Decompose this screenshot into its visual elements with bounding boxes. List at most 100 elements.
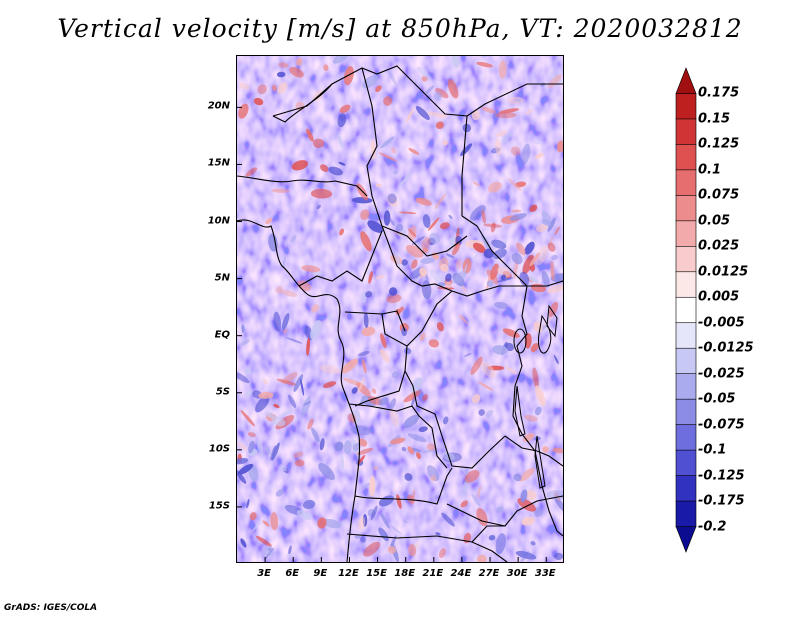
downward-motion-blob [435,532,441,536]
upward-motion-blob [307,418,314,430]
downward-motion-blob [264,411,275,418]
map-panel [236,55,564,563]
upward-motion-blob [408,228,417,238]
grads-credit: GrADS: IGES/COLA [4,603,98,613]
colorbar-label: -0.075 [698,417,745,433]
downward-motion-blob [256,439,264,457]
upward-motion-blob [415,197,432,206]
upward-motion-blob [505,366,518,375]
downward-motion-blob [340,455,345,471]
upward-motion-blob [319,364,341,374]
downward-motion-blob [401,259,408,266]
downward-motion-blob [442,416,449,425]
upward-motion-blob [357,376,365,395]
downward-motion-blob [493,301,509,309]
colorbar-label: 0.125 [698,136,740,152]
upward-motion-blob [262,520,270,527]
upward-motion-blob [534,152,544,160]
downward-motion-blob [471,493,481,507]
downward-motion-blob [237,470,247,484]
downward-motion-blob [423,85,435,96]
upward-motion-blob [460,500,468,508]
upward-motion-blob [411,490,416,506]
upward-motion-blob [430,475,437,482]
downward-motion-blob [328,315,333,322]
upward-motion-blob [508,178,522,191]
upward-motion-blob [272,84,277,92]
downward-motion-blob [288,545,292,555]
lon-label: 27E [478,568,500,579]
upward-motion-blob [427,111,448,118]
downward-motion-blob [445,253,455,259]
colorbar-swatch [675,500,697,528]
upward-motion-blob [389,408,399,427]
downward-motion-blob [427,465,440,482]
downward-motion-blob [492,345,508,355]
lon-label: 24E [450,568,472,579]
upward-motion-blob [447,79,459,99]
downward-motion-blob [386,68,398,86]
downward-motion-blob [296,510,312,520]
colorbar-swatch [675,347,697,375]
colorbar-swatch [675,67,697,94]
downward-motion-blob [505,342,514,352]
upward-motion-blob [445,281,452,289]
lat-label: EQ [214,329,230,341]
colorbar-label: -0.0125 [698,340,754,356]
upward-motion-blob [526,109,533,115]
upward-motion-blob [306,337,311,356]
lat-label: 10S [208,443,230,455]
upward-motion-blob [379,348,390,363]
downward-motion-blob [351,387,358,394]
upward-motion-blob [257,84,267,95]
upward-motion-blob [515,181,527,188]
upward-motion-blob [542,446,549,453]
lat-label: 5S [215,386,230,398]
downward-motion-blob [312,271,324,275]
colorbar-label: 0.1 [698,162,722,178]
upward-motion-blob [403,390,422,403]
upward-motion-blob [524,414,538,422]
upward-motion-blob [279,289,298,297]
downward-motion-blob [415,105,430,121]
downward-motion-blob [322,518,342,529]
downward-motion-blob [318,463,335,481]
upward-motion-blob [532,367,539,389]
downward-motion-blob [491,239,507,249]
colorbar-label: -0.05 [698,391,736,407]
upward-motion-blob [488,181,502,193]
upward-motion-blob [495,139,502,156]
lat-label: 15S [208,500,230,512]
upward-motion-blob [543,315,554,327]
upward-motion-blob [411,259,418,269]
downward-motion-blob [501,132,513,144]
downward-motion-blob [492,248,507,260]
upward-motion-blob [416,452,421,460]
upward-motion-blob [271,188,290,193]
downward-motion-blob [411,447,422,453]
downward-motion-blob [241,324,245,333]
colorbar-swatch [675,271,697,298]
upward-motion-blob [239,82,250,90]
upward-motion-blob [398,211,417,214]
upward-motion-blob [557,140,563,153]
downward-motion-blob [300,378,305,396]
upward-motion-blob [473,181,480,186]
downward-motion-blob [286,337,303,344]
downward-motion-blob [464,353,472,357]
downward-motion-blob [244,390,253,397]
downward-motion-blob [363,312,369,328]
downward-motion-blob [541,211,552,225]
downward-motion-blob [417,66,431,79]
upward-motion-blob [502,328,520,338]
upward-motion-blob [369,475,376,497]
axis-ticks [237,106,547,562]
upward-motion-blob [390,437,406,445]
downward-motion-blob [252,522,260,532]
upward-motion-blob [525,490,537,501]
colorbar-label: 0.15 [698,111,731,127]
upward-motion-blob [317,517,327,529]
upward-motion-blob [310,304,320,313]
downward-motion-blob [519,271,530,287]
upward-motion-blob [408,544,417,557]
